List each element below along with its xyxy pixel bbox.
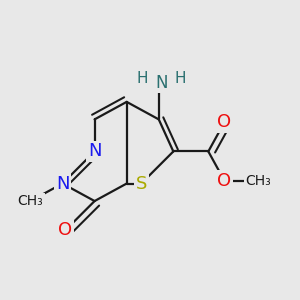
Text: O: O xyxy=(217,172,231,190)
Text: O: O xyxy=(58,221,73,239)
Text: O: O xyxy=(217,113,231,131)
Text: N: N xyxy=(88,142,101,160)
Text: CH₃: CH₃ xyxy=(17,194,43,208)
Text: H: H xyxy=(137,71,148,86)
Text: H: H xyxy=(175,71,186,86)
Text: N: N xyxy=(56,175,69,193)
Text: N: N xyxy=(155,74,168,92)
Text: S: S xyxy=(136,175,147,193)
Text: CH₃: CH₃ xyxy=(245,174,271,188)
